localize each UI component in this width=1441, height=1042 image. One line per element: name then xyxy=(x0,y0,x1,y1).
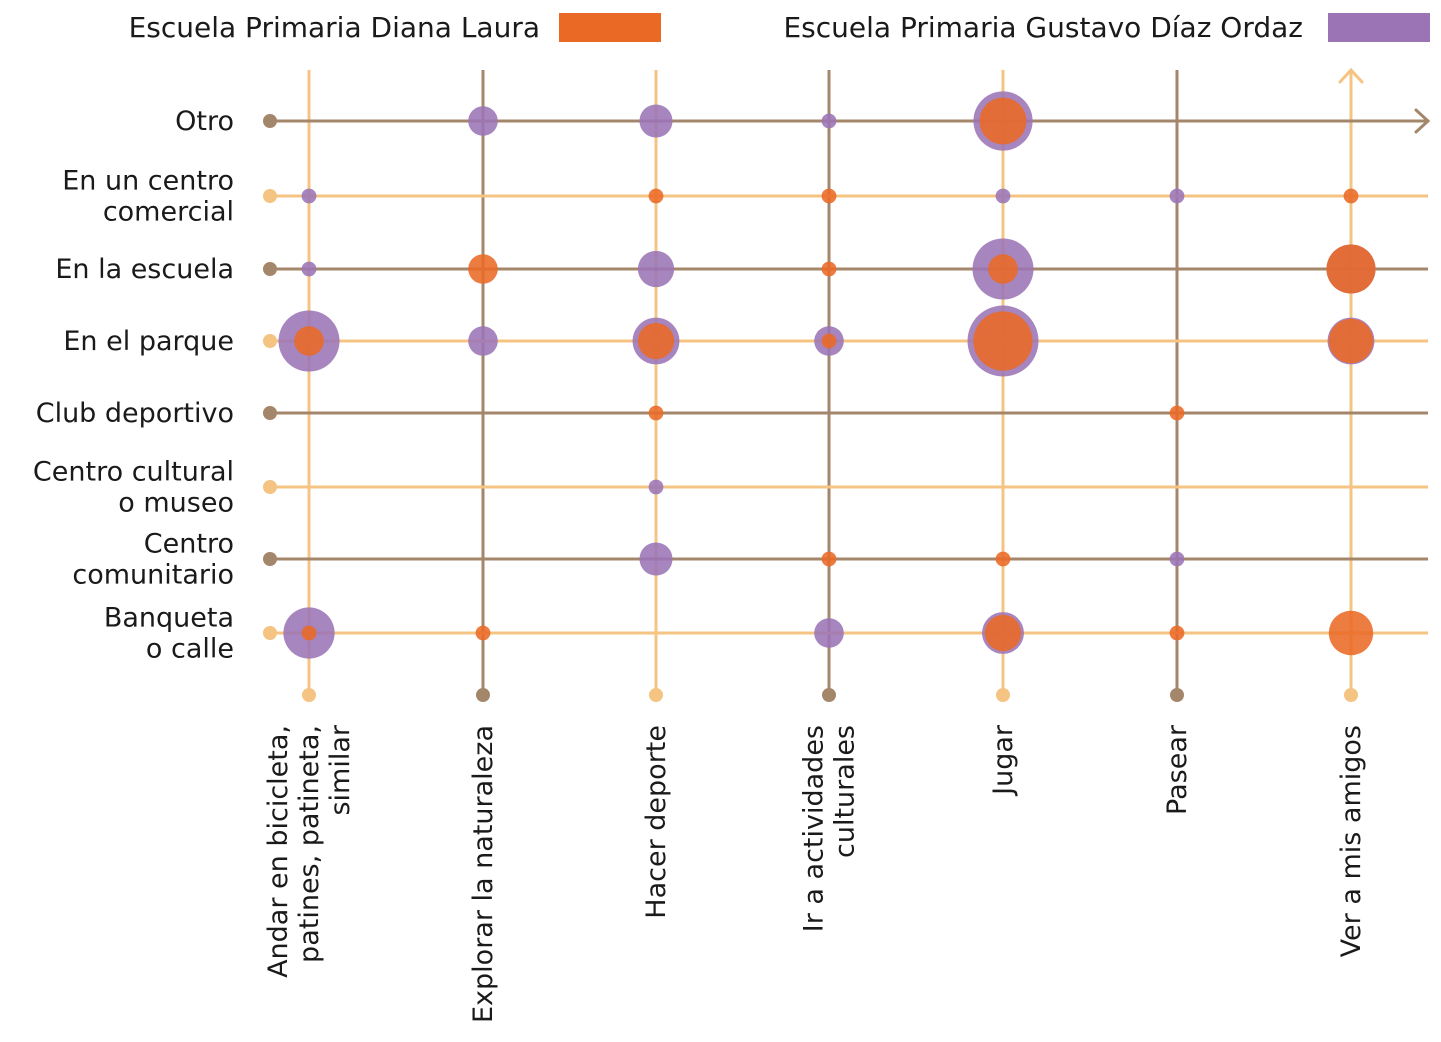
row-line-start-dot xyxy=(263,114,277,128)
diana-bubble-banqueta-bicicleta xyxy=(301,625,317,641)
legend-label-1: Escuela Primaria Diana Laura xyxy=(129,11,540,44)
svg-text:Hacer deporte: Hacer deporte xyxy=(641,725,672,919)
row-line-start-dot xyxy=(263,334,277,348)
column-label-deporte: Hacer deporte xyxy=(641,725,672,919)
svg-text:Ir a actividadesculturales: Ir a actividadesculturales xyxy=(799,725,861,932)
row-label-banqueta: Banqueta o calle xyxy=(104,603,234,665)
legend-swatch-2 xyxy=(1328,13,1430,42)
gustavo-bubble-centro-comercial-bicicleta xyxy=(301,188,317,204)
legend-swatch-1 xyxy=(559,13,661,42)
column-line-end-dot xyxy=(1170,688,1184,702)
diana-bubble-centro-comunitario-cultura xyxy=(821,551,837,567)
gustavo-bubble-centro-comercial-pasear xyxy=(1169,188,1185,204)
column-line-end-dot xyxy=(476,688,490,702)
diana-bubble-escuela-amigos xyxy=(1326,244,1376,294)
column-line-end-dot xyxy=(649,688,663,702)
row-labels: Otro En un centro comercial En la escuela En… xyxy=(33,106,234,665)
column-line-end-dot xyxy=(302,688,316,702)
diana-bubble-banqueta-jugar xyxy=(984,614,1022,652)
gustavo-bubble-banqueta-cultura xyxy=(814,618,844,648)
x-arrow-head xyxy=(1414,108,1431,134)
svg-text:Andar en bicicleta,patines, pa: Andar en bicicleta,patines, patineta,sim… xyxy=(263,724,356,978)
svg-text:Pasear: Pasear xyxy=(1162,724,1193,815)
row-label-parque: En el parque xyxy=(63,326,234,357)
bubbles xyxy=(278,91,1376,659)
diana-bubble-club-deporte xyxy=(648,405,664,421)
row-label-escuela: En la escuela xyxy=(55,254,234,285)
column-label-bicicleta: Andar en bicicleta,patines, patineta,sim… xyxy=(263,724,356,978)
diana-bubble-parque-amigos xyxy=(1328,318,1374,364)
column-line-end-dot xyxy=(996,688,1010,702)
diana-bubble-centro-comercial-amigos xyxy=(1343,188,1359,204)
diana-bubble-club-pasear xyxy=(1169,405,1185,421)
column-line-end-dot xyxy=(1344,688,1358,702)
row-line-start-dot xyxy=(263,480,277,494)
diana-bubble-banqueta-amigos xyxy=(1328,610,1374,656)
gustavo-bubble-escuela-bicicleta xyxy=(301,261,317,277)
svg-text:Jugar: Jugar xyxy=(988,724,1019,797)
diana-bubble-escuela-naturaleza xyxy=(468,254,498,284)
column-label-jugar: Jugar xyxy=(988,724,1019,797)
gustavo-bubble-centro-comunitario-pasear xyxy=(1169,551,1185,567)
svg-text:Explorar la naturaleza: Explorar la naturaleza xyxy=(468,725,499,1023)
row-line-start-dot xyxy=(263,406,277,420)
row-line-start-dot xyxy=(263,189,277,203)
gustavo-bubble-escuela-deporte xyxy=(637,250,675,288)
gustavo-bubble-otro-cultura xyxy=(821,113,837,129)
gustavo-bubble-centro-comunitario-deporte xyxy=(639,542,673,576)
row-label-club: Club deportivo xyxy=(36,398,234,429)
gustavo-bubble-centro-comercial-jugar xyxy=(995,188,1011,204)
grid-lines xyxy=(263,67,1431,702)
diana-bubble-parque-bicicleta xyxy=(294,326,324,356)
y-arrow-head xyxy=(1338,67,1364,84)
diana-bubble-escuela-jugar xyxy=(988,254,1018,284)
diana-bubble-centro-comercial-cultura xyxy=(821,188,837,204)
legend-label-2: Escuela Primaria Gustavo Díaz Ordaz xyxy=(783,11,1303,44)
row-label-centro-cultural: Centro cultural o museo xyxy=(33,457,234,519)
row-label-otro: Otro xyxy=(175,106,234,137)
diana-bubble-centro-comunitario-jugar xyxy=(995,551,1011,567)
row-label-centro-comunitario: Centro comunitario xyxy=(72,529,234,591)
gustavo-bubble-parque-naturaleza xyxy=(468,326,498,356)
diana-bubble-centro-comercial-deporte xyxy=(648,188,664,204)
diana-bubble-otro-jugar xyxy=(979,97,1027,145)
diana-bubble-parque-deporte xyxy=(637,322,675,360)
row-label-centro-comercial: En un centro comercial xyxy=(62,166,234,228)
diana-bubble-parque-cultura xyxy=(821,333,837,349)
row-line-start-dot xyxy=(263,552,277,566)
diana-bubble-banqueta-naturaleza xyxy=(475,625,491,641)
column-labels: Andar en bicicleta,patines, patineta,sim… xyxy=(263,724,1367,1023)
column-label-cultura: Ir a actividadesculturales xyxy=(799,725,861,932)
svg-text:Ver a mis amigos: Ver a mis amigos xyxy=(1336,725,1367,957)
column-label-amigos: Ver a mis amigos xyxy=(1336,725,1367,957)
diana-bubble-parque-jugar xyxy=(973,311,1033,371)
row-line-start-dot xyxy=(263,262,277,276)
column-label-pasear: Pasear xyxy=(1162,724,1193,815)
gustavo-bubble-otro-deporte xyxy=(639,104,673,138)
legend: Escuela Primaria Diana Laura Escuela Prim… xyxy=(129,11,1430,44)
column-label-naturaleza: Explorar la naturaleza xyxy=(468,725,499,1023)
gustavo-bubble-centro-cultural-deporte xyxy=(648,479,664,495)
row-line-start-dot xyxy=(263,626,277,640)
diana-bubble-banqueta-pasear xyxy=(1169,625,1185,641)
gustavo-bubble-otro-naturaleza xyxy=(468,106,498,136)
diana-bubble-escuela-cultura xyxy=(821,261,837,277)
column-line-end-dot xyxy=(822,688,836,702)
